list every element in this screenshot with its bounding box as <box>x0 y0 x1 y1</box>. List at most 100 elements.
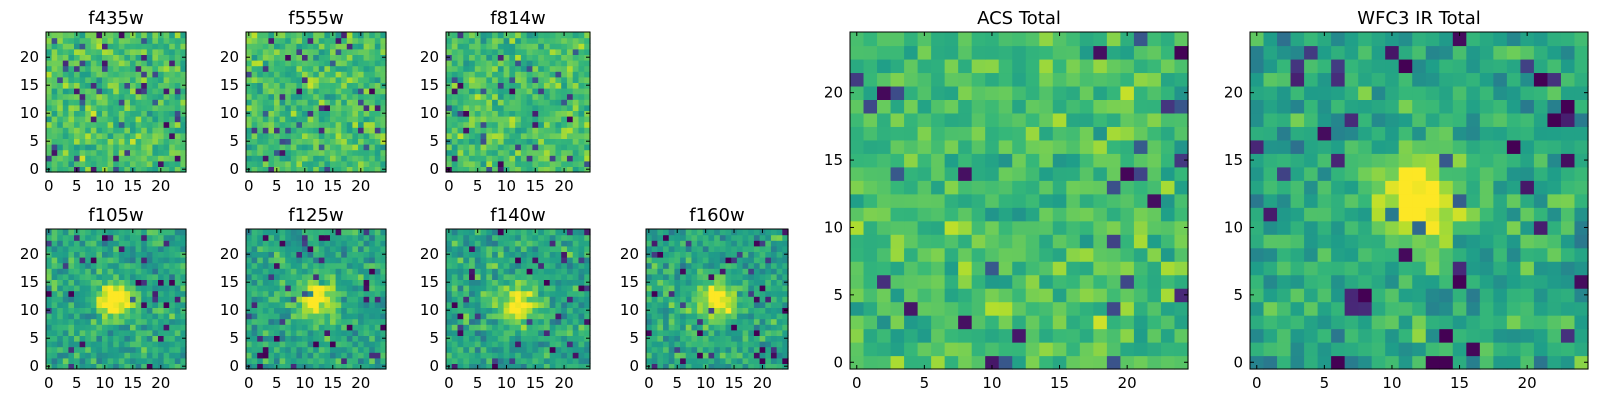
chart-title: f555w <box>288 8 343 29</box>
heatmap-cell <box>51 257 58 264</box>
heatmap-cell <box>1012 288 1027 303</box>
heatmap-cell <box>51 60 58 67</box>
heatmap-cell <box>520 324 528 331</box>
heatmap-cell <box>85 88 92 95</box>
heatmap-cell <box>324 99 331 106</box>
heatmap-cell <box>543 251 551 258</box>
heatmap-cell <box>561 313 568 320</box>
heatmap-cell <box>369 43 376 50</box>
heatmap-cell <box>262 257 269 264</box>
heatmap-cell <box>509 234 516 241</box>
heatmap-cell <box>268 127 275 134</box>
heatmap-cell <box>742 329 749 336</box>
heatmap-cell <box>1160 261 1176 276</box>
heatmap-cell <box>691 245 698 252</box>
heatmap-cell <box>341 346 348 353</box>
heatmap-cell <box>526 285 533 292</box>
heatmap-cell <box>90 329 97 336</box>
heatmap-cell <box>509 48 516 55</box>
heatmap-cell <box>532 318 539 325</box>
heatmap-cell <box>584 257 591 264</box>
x-tick-label: 5 <box>272 177 282 195</box>
heatmap-cell <box>451 285 459 292</box>
heatmap-cell <box>561 110 568 117</box>
heatmap-cell <box>257 76 264 83</box>
y-tick-label: 10 <box>220 104 239 122</box>
heatmap-cell <box>374 290 381 297</box>
heatmap-cell <box>180 285 187 292</box>
heatmap-cell <box>363 127 370 134</box>
heatmap-cell <box>262 121 269 128</box>
heatmap-cell <box>578 144 585 151</box>
heatmap-cell <box>663 324 670 331</box>
heatmap-cell <box>180 346 187 353</box>
heatmap-cell <box>1174 193 1189 208</box>
heatmap-cell <box>731 285 738 292</box>
heatmap-cell <box>765 257 772 264</box>
heatmap-cell <box>279 357 286 364</box>
heatmap-cell <box>725 318 732 325</box>
heatmap-cell <box>130 307 137 314</box>
heatmap-cell <box>302 296 309 303</box>
heatmap-cell <box>363 352 370 359</box>
heatmap-cell <box>680 352 687 359</box>
heatmap-cell <box>358 104 365 111</box>
heatmap-cell <box>113 290 120 297</box>
heatmap-cell <box>985 288 1000 303</box>
heatmap-cell <box>307 240 314 247</box>
heatmap-cell <box>62 99 69 106</box>
heatmap-cell <box>302 88 309 95</box>
heatmap-cell <box>358 262 365 269</box>
heatmap-cell <box>158 76 165 83</box>
heatmap-cell <box>782 234 789 241</box>
heatmap-cell <box>118 116 125 123</box>
heatmap-cell <box>274 357 281 364</box>
heatmap-cell <box>68 229 75 236</box>
heatmap-cell <box>324 160 331 167</box>
heatmap-cell <box>363 257 370 264</box>
heatmap-cell <box>572 318 580 325</box>
heatmap-cell <box>877 166 892 181</box>
heatmap-cell <box>555 116 562 123</box>
heatmap-cell <box>674 346 681 353</box>
heatmap-cell <box>725 363 732 370</box>
heatmap-cell <box>274 121 281 128</box>
heatmap-cell <box>180 273 187 280</box>
heatmap-cell <box>313 116 320 123</box>
heatmap-cell <box>152 245 159 252</box>
heatmap-cell <box>561 149 568 156</box>
heatmap-cell <box>279 301 286 308</box>
heatmap-cell <box>318 121 325 128</box>
heatmap-cell <box>566 273 574 280</box>
heatmap-cell <box>566 329 574 336</box>
heatmap-cell <box>474 251 482 258</box>
heatmap-cell <box>152 240 159 247</box>
heatmap-cell <box>302 352 309 359</box>
heatmap-cell <box>526 110 533 117</box>
heatmap-cell <box>352 251 359 258</box>
heatmap-cell <box>146 273 153 280</box>
heatmap-cell <box>668 335 675 342</box>
heatmap-cell <box>346 285 353 292</box>
heatmap-cell <box>736 313 744 320</box>
heatmap-cell <box>497 285 505 292</box>
heatmap-cell <box>584 116 591 123</box>
heatmap-cell <box>753 240 761 247</box>
heatmap-cell <box>324 149 331 156</box>
heatmap-cell <box>503 313 510 320</box>
heatmap-cell <box>124 251 131 258</box>
heatmap-cell <box>931 207 946 222</box>
heatmap-cell <box>68 43 75 50</box>
heatmap-cell <box>324 132 331 139</box>
heatmap-cell <box>714 313 721 320</box>
heatmap-cell <box>463 245 470 252</box>
heatmap-cell <box>532 54 539 61</box>
heatmap-cell <box>46 160 53 167</box>
heatmap-cell <box>463 279 470 286</box>
heatmap-cell <box>363 132 370 139</box>
heatmap-cell <box>725 346 732 353</box>
heatmap-cell <box>296 285 303 292</box>
heatmap-cell <box>543 346 551 353</box>
heatmap-cell <box>285 357 292 364</box>
heatmap-cell <box>324 251 331 258</box>
